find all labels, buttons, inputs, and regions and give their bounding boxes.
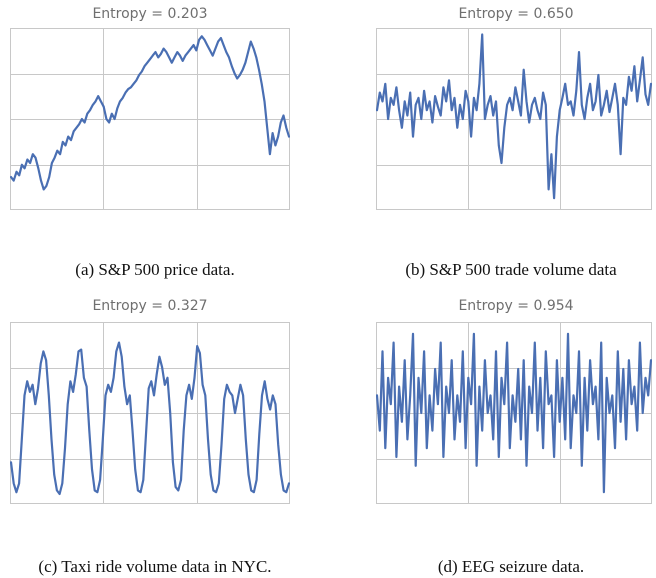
caption-d: (d) EEG seizure data. bbox=[437, 557, 585, 576]
entropy-label-d: Entropy = 0.954 bbox=[458, 298, 574, 314]
series-line bbox=[376, 33, 652, 200]
entropy-label-c: Entropy = 0.327 bbox=[92, 298, 208, 314]
entropy-label-a: Entropy = 0.203 bbox=[92, 6, 208, 22]
plot-b bbox=[376, 28, 652, 210]
series-line bbox=[376, 332, 652, 494]
entropy-label-b: Entropy = 0.650 bbox=[458, 6, 574, 22]
caption-c: (c) Taxi ride volume data in NYC. bbox=[38, 557, 272, 576]
caption-b: (b) S&P 500 trade volume data bbox=[405, 260, 617, 279]
plot-a bbox=[10, 28, 290, 210]
plot-c bbox=[10, 322, 290, 504]
series-line bbox=[10, 341, 290, 496]
series-line bbox=[10, 35, 290, 191]
caption-a: (a) S&P 500 price data. bbox=[75, 260, 235, 279]
plot-d bbox=[376, 322, 652, 504]
